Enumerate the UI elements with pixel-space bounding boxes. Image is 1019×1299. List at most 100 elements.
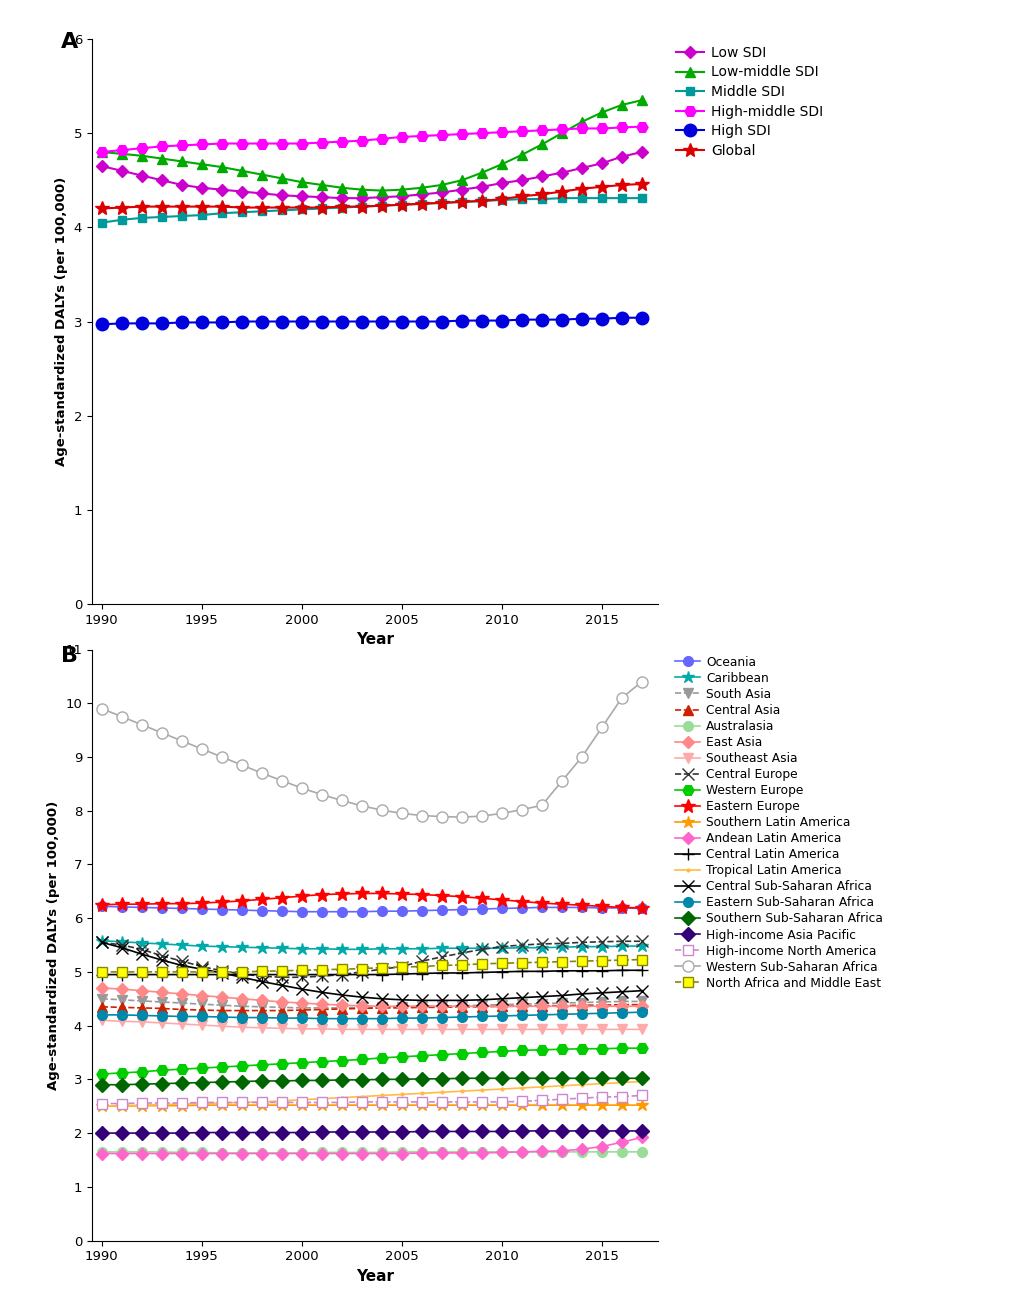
- North Africa and Middle East: [115, 964, 127, 979]
- Western Europe: [296, 1055, 308, 1070]
- High-income Asia Pacific: [615, 1124, 628, 1139]
- Andean Latin America: [356, 1146, 368, 1161]
- Eastern Europe: [375, 886, 387, 902]
- Western Europe: [615, 1040, 628, 1056]
- Low SDI: [96, 158, 108, 174]
- Low-middle SDI: [96, 144, 108, 160]
- Central Europe: [215, 963, 227, 978]
- High-middle SDI: [175, 138, 187, 153]
- Southeast Asia: [115, 1013, 127, 1029]
- Central Latin America: [196, 966, 208, 982]
- Central Sub-Saharan Africa: [615, 983, 628, 999]
- High-income Asia Pacific: [516, 1124, 528, 1139]
- High-income Asia Pacific: [335, 1124, 347, 1139]
- Low SDI: [335, 191, 347, 207]
- Western Sub-Saharan Africa: [136, 717, 148, 733]
- High-middle SDI: [235, 135, 248, 151]
- Central Europe: [416, 953, 428, 969]
- Caribbean: [156, 937, 168, 952]
- Low-middle SDI: [455, 173, 468, 188]
- Eastern Sub-Saharan Africa: [335, 1011, 347, 1026]
- Andean Latin America: [516, 1144, 528, 1160]
- Southern Sub-Saharan Africa: [595, 1070, 607, 1086]
- Global: [96, 201, 108, 217]
- Australasia: [375, 1144, 387, 1160]
- Southern Sub-Saharan Africa: [115, 1077, 127, 1092]
- Low-middle SDI: [256, 166, 268, 182]
- Low SDI: [356, 191, 368, 207]
- Central Latin America: [335, 966, 347, 982]
- Eastern Europe: [196, 895, 208, 911]
- Eastern Sub-Saharan Africa: [115, 1007, 127, 1022]
- East Asia: [375, 999, 387, 1015]
- Eastern Europe: [535, 895, 547, 911]
- Southern Sub-Saharan Africa: [475, 1070, 487, 1086]
- Tropical Latin America: [356, 1089, 368, 1104]
- Middle SDI: [156, 209, 168, 225]
- Middle SDI: [96, 214, 108, 230]
- Low-middle SDI: [196, 156, 208, 171]
- High-income Asia Pacific: [196, 1125, 208, 1141]
- Central Asia: [455, 999, 468, 1015]
- High-income North America: [435, 1094, 447, 1109]
- Eastern Europe: [235, 894, 248, 909]
- Central Europe: [356, 964, 368, 979]
- High-income Asia Pacific: [115, 1125, 127, 1141]
- Southern Latin America: [275, 1098, 287, 1113]
- Andean Latin America: [635, 1130, 647, 1146]
- High-middle SDI: [615, 120, 628, 135]
- Southeast Asia: [516, 1021, 528, 1037]
- Tropical Latin America: [235, 1095, 248, 1111]
- Central Latin America: [395, 966, 408, 982]
- Central Asia: [296, 1003, 308, 1018]
- Australasia: [615, 1144, 628, 1160]
- High-income North America: [156, 1095, 168, 1111]
- Low-middle SDI: [375, 183, 387, 199]
- Global: [335, 199, 347, 214]
- Middle SDI: [275, 203, 287, 218]
- Tropical Latin America: [555, 1078, 568, 1094]
- Low-middle SDI: [495, 156, 507, 171]
- High-income Asia Pacific: [635, 1124, 647, 1139]
- Southeast Asia: [395, 1021, 408, 1037]
- Eastern Sub-Saharan Africa: [416, 1011, 428, 1026]
- Eastern Sub-Saharan Africa: [395, 1011, 408, 1026]
- Global: [455, 194, 468, 209]
- Eastern Europe: [256, 891, 268, 907]
- High-income Asia Pacific: [275, 1125, 287, 1141]
- Caribbean: [416, 940, 428, 956]
- High-income North America: [96, 1096, 108, 1112]
- North Africa and Middle East: [356, 961, 368, 977]
- Western Sub-Saharan Africa: [375, 803, 387, 818]
- Central Sub-Saharan Africa: [215, 965, 227, 981]
- Western Europe: [555, 1042, 568, 1057]
- East Asia: [455, 999, 468, 1015]
- High-income Asia Pacific: [395, 1124, 408, 1139]
- Central Latin America: [96, 966, 108, 982]
- High SDI: [416, 314, 428, 330]
- Central Asia: [395, 1000, 408, 1016]
- Global: [635, 177, 647, 192]
- Middle SDI: [615, 191, 628, 207]
- Western Sub-Saharan Africa: [595, 720, 607, 735]
- Southeast Asia: [375, 1021, 387, 1037]
- Tropical Latin America: [215, 1095, 227, 1111]
- Central Latin America: [455, 965, 468, 981]
- Central Latin America: [136, 966, 148, 982]
- Line: Western Europe: Western Europe: [96, 1043, 647, 1079]
- Southern Sub-Saharan Africa: [356, 1072, 368, 1087]
- Central Europe: [196, 959, 208, 974]
- Australasia: [475, 1144, 487, 1160]
- Low-middle SDI: [555, 126, 568, 142]
- East Asia: [495, 999, 507, 1015]
- Global: [595, 179, 607, 195]
- Western Europe: [235, 1059, 248, 1074]
- Central Latin America: [595, 963, 607, 978]
- South Asia: [455, 998, 468, 1013]
- Central Latin America: [115, 966, 127, 982]
- Caribbean: [175, 938, 187, 953]
- Low-middle SDI: [296, 174, 308, 190]
- Central Asia: [175, 1002, 187, 1017]
- High SDI: [156, 316, 168, 331]
- Southern Sub-Saharan Africa: [416, 1070, 428, 1086]
